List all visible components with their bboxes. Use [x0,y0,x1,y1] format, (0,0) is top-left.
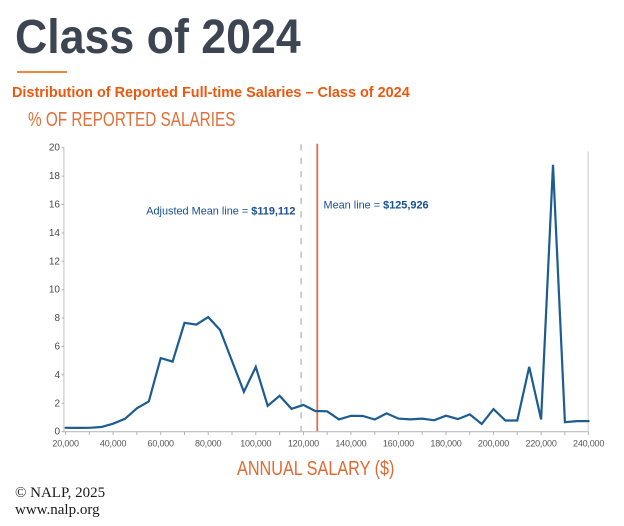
svg-text:180,000: 180,000 [430,439,461,449]
svg-text:160,000: 160,000 [383,439,414,449]
svg-text:2: 2 [54,398,60,409]
svg-text:Mean line = $125,926: Mean line = $125,926 [324,200,429,212]
svg-text:18: 18 [49,171,61,182]
svg-text:12: 12 [49,256,61,267]
svg-text:100,000: 100,000 [240,439,271,449]
svg-text:6: 6 [54,342,60,353]
svg-text:80,000: 80,000 [195,439,222,449]
svg-text:20,000: 20,000 [52,439,79,449]
svg-text:120,000: 120,000 [288,439,319,449]
svg-text:0: 0 [54,427,60,438]
svg-text:4: 4 [54,370,60,381]
svg-text:10: 10 [49,285,61,296]
svg-text:8: 8 [54,313,60,324]
svg-text:14: 14 [49,228,61,239]
svg-text:40,000: 40,000 [100,439,127,449]
svg-text:200,000: 200,000 [478,439,509,449]
svg-text:240,000: 240,000 [573,439,604,449]
svg-text:60,000: 60,000 [148,439,175,449]
svg-text:220,000: 220,000 [526,439,557,449]
svg-text:140,000: 140,000 [335,439,366,449]
svg-text:16: 16 [49,200,61,211]
svg-text:20: 20 [49,143,61,154]
svg-text:Adjusted Mean line = $119,112: Adjusted Mean line = $119,112 [146,206,295,218]
